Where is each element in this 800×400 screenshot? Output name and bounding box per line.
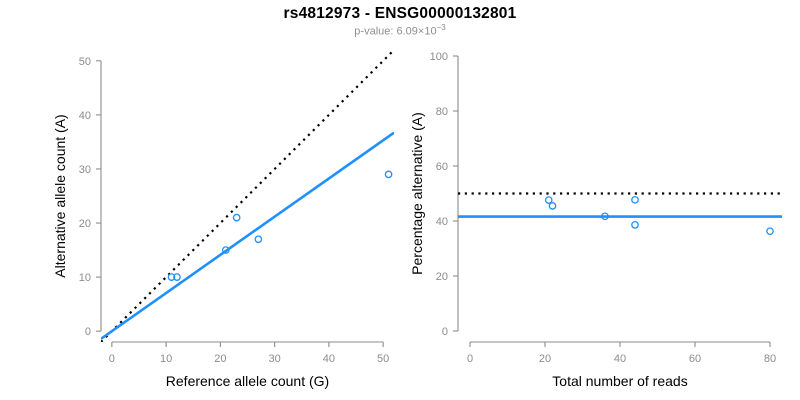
x-tick-label: 50 (377, 353, 389, 365)
x-axis-title: Total number of reads (552, 373, 687, 389)
y-axis-title: Percentage alternative (A) (409, 112, 425, 275)
data-point (254, 235, 263, 244)
y-tick-label: 80 (436, 106, 448, 118)
y-tick-label: 0 (85, 326, 91, 338)
plot-subtitle: p-value: 6.09×10−3 (0, 23, 800, 38)
p-value-text: p-value: 6.09×10 (354, 25, 437, 38)
data-point (167, 273, 176, 281)
fit-line (101, 131, 394, 340)
data-point (766, 227, 774, 236)
data-point (631, 195, 639, 204)
data-point (601, 212, 609, 221)
y-tick-label: 40 (79, 110, 91, 122)
y-tick-label: 20 (79, 218, 91, 230)
x-tick-label: 80 (764, 353, 776, 365)
x-tick-label: 40 (323, 353, 335, 365)
y-tick-label: 40 (436, 216, 448, 228)
data-point (232, 213, 241, 222)
y-tick-label: 60 (436, 161, 448, 173)
plot-title: rs4812973 - ENSG00000132801 (283, 5, 517, 22)
left-scatter-panel: 0 10 20 30 40 50 0 10 20 30 40 50 Reference allele c… (52, 50, 394, 389)
data-point (384, 170, 393, 179)
x-tick-label: 60 (689, 353, 701, 365)
x-tick-label: 0 (109, 353, 115, 365)
x-tick-label: 10 (160, 353, 172, 365)
data-point (221, 246, 230, 254)
p-value-exponent: −3 (436, 23, 446, 32)
y-tick-label: 20 (436, 271, 448, 283)
x-tick-label: 30 (269, 353, 281, 365)
x-tick-label: 20 (539, 353, 551, 365)
identity-line (101, 50, 394, 342)
y-tick-label: 100 (430, 51, 448, 63)
right-scatter-panel: 0 20 40 60 80 0 20 40 60 80 100 Total number of rea… (409, 51, 782, 389)
x-tick-label: 20 (214, 353, 226, 365)
x-tick-label: 0 (467, 353, 473, 365)
data-point (173, 273, 181, 281)
data-point (631, 221, 639, 229)
y-tick-label: 50 (79, 56, 91, 68)
data-point (544, 196, 553, 204)
y-tick-label: 10 (79, 272, 91, 284)
y-tick-label: 30 (79, 164, 91, 176)
y-tick-label: 0 (442, 326, 448, 338)
y-axis-title: Alternative allele count (A) (52, 114, 68, 277)
x-tick-label: 40 (614, 353, 626, 365)
data-point (548, 202, 557, 210)
x-axis-title: Reference allele count (G) (166, 373, 329, 389)
